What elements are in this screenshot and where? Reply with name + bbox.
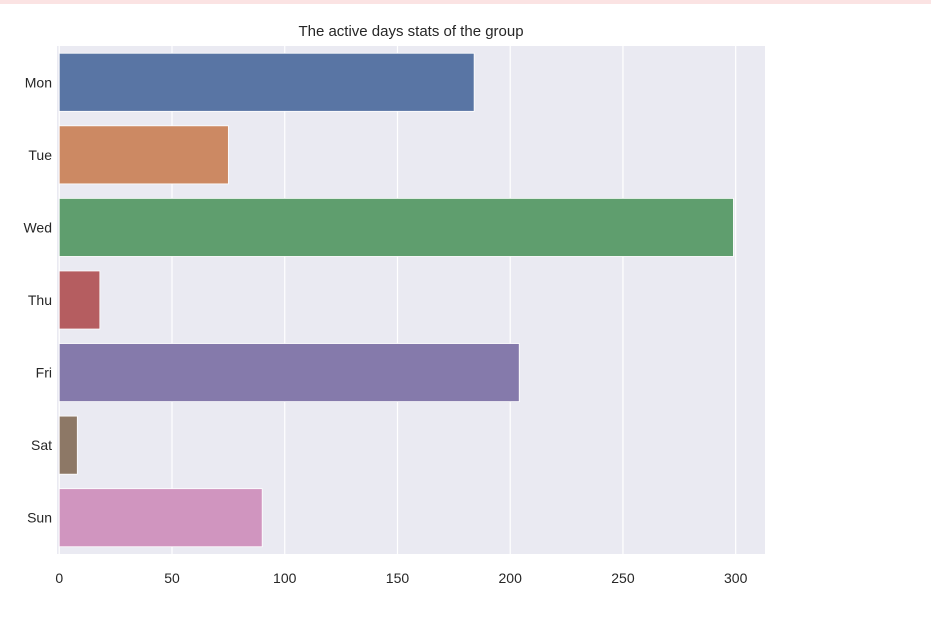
bar-fri xyxy=(58,343,520,402)
bar-sat xyxy=(58,415,78,475)
bar-sun xyxy=(58,488,263,548)
x-tick-label: 0 xyxy=(55,570,63,586)
y-tick-label: Sun xyxy=(27,510,52,526)
top-strip xyxy=(0,0,931,4)
x-tick-label: 150 xyxy=(386,570,410,586)
y-tick-label: Wed xyxy=(23,219,52,235)
bar-tue xyxy=(58,125,229,185)
bar-wed xyxy=(58,197,734,257)
y-tick-label: Thu xyxy=(28,292,52,308)
x-tick-label: 100 xyxy=(273,570,297,586)
x-tick-label: 250 xyxy=(611,570,635,586)
x-tick-label: 300 xyxy=(724,570,748,586)
bar-thu xyxy=(58,270,101,330)
y-tick-label: Sat xyxy=(31,437,52,453)
y-tick-label: Fri xyxy=(36,365,52,381)
x-tick-label: 200 xyxy=(499,570,523,586)
y-tick-label: Tue xyxy=(28,147,52,163)
plot-area xyxy=(57,46,765,554)
y-tick-label: Mon xyxy=(25,74,52,90)
y-tick-labels: Mon Tue Wed Thu Fri Sat Sun xyxy=(23,74,52,525)
bar-mon xyxy=(58,52,475,112)
x-tick-label: 50 xyxy=(164,570,180,586)
bars xyxy=(58,52,734,548)
x-tick-labels: 0 50 100 150 200 250 300 xyxy=(55,570,747,586)
chart-title: The active days stats of the group xyxy=(298,23,523,40)
